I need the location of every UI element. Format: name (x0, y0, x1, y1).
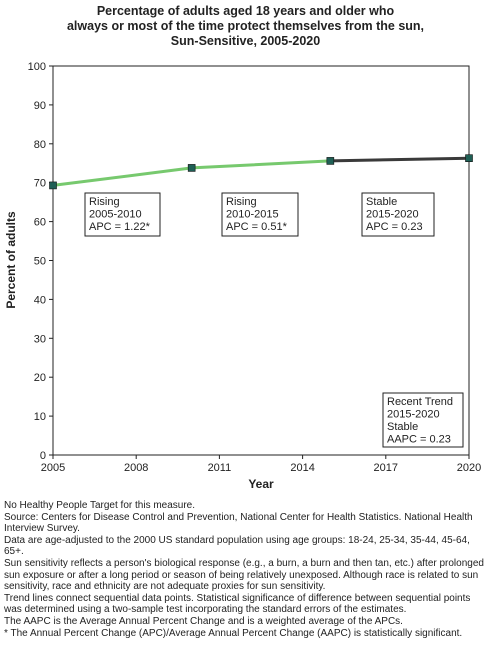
x-axis-title: Year (248, 477, 274, 491)
y-tick-label: 10 (34, 411, 46, 423)
x-tick-label: 2020 (457, 462, 481, 474)
data-point-marker (326, 157, 335, 165)
x-axis: 2005 2008 2011 2014 2017 2020 (41, 455, 481, 474)
footnote-sun-sensitivity: Sun sensitivity reflects a person's biol… (4, 557, 484, 593)
annotation-line: 2015-2020 (387, 409, 440, 421)
annotation-line: Recent Trend (387, 396, 453, 408)
y-axis-title: Percent of adults (4, 211, 18, 309)
x-tick-label: 2017 (374, 462, 398, 474)
annotation-line: APC = 0.51* (226, 221, 288, 233)
annotation-line: APC = 0.23 (366, 221, 423, 233)
y-tick-label: 50 (34, 256, 46, 268)
data-point-marker (465, 154, 473, 162)
y-tick-label: 100 (28, 61, 46, 73)
annotation-line: 2015-2020 (366, 209, 419, 221)
x-tick-label: 2011 (208, 462, 232, 474)
chart-title-line-1: Percentage of adults aged 18 years and o… (96, 4, 395, 18)
x-tick-label: 2008 (124, 462, 148, 474)
annotation-line: AAPC = 0.23 (387, 434, 451, 446)
trend-segment-stable (328, 156, 471, 163)
y-tick-label: 90 (34, 100, 46, 112)
y-tick-label: 70 (34, 178, 46, 190)
footnotes: No Healthy People Target for this measur… (4, 500, 488, 639)
annotation-line: APC = 1.22* (89, 221, 151, 233)
annotation-frame (382, 392, 464, 448)
trend-segment-rising (51, 166, 194, 187)
footnote-age-adjust: Data are age-adjusted to the 2000 US sta… (4, 534, 470, 558)
footnote-significance: * The Annual Percent Change (APC)/Averag… (4, 627, 463, 639)
footnote-target: No Healthy People Target for this measur… (4, 500, 196, 511)
y-tick-label: 20 (34, 372, 46, 384)
annotation-line: Stable (366, 196, 397, 208)
footnote-source: Source: Centers for Disease Control and … (4, 511, 473, 535)
y-axis: 0 10 20 30 40 50 60 70 80 90 100 (28, 61, 53, 462)
data-point-marker (49, 181, 57, 190)
trend-segment-rising (190, 159, 332, 170)
x-tick-label: 2005 (41, 462, 65, 474)
chart-title-line-3: Sun-Sensitive, 2005-2020 (170, 34, 321, 48)
y-tick-label: 0 (40, 450, 46, 462)
chart-title: Percentage of adults aged 18 years and o… (0, 4, 491, 49)
y-tick-label: 80 (34, 139, 46, 151)
annotation-frame (361, 192, 435, 237)
plot-area (52, 65, 470, 456)
y-tick-label: 60 (34, 217, 46, 229)
annotation-line: 2005-2010 (89, 209, 142, 221)
annotation-line: Stable (387, 421, 418, 433)
annotation-line: Rising (226, 196, 257, 208)
annotation-frame (84, 192, 161, 237)
y-tick-label: 30 (34, 333, 46, 345)
footnote-trend-lines: Trend lines connect sequential data poin… (4, 592, 471, 616)
chart-title-line-2: always or most of the time protect thems… (66, 19, 425, 33)
annotation-frame (221, 192, 299, 237)
x-tick-label: 2014 (290, 462, 314, 474)
trend-lines (51, 156, 471, 187)
footnote-aapc: The AAPC is the Average Annual Percent C… (4, 615, 403, 627)
data-point-marker (187, 164, 196, 172)
annotation-line: Rising (89, 196, 120, 208)
data-markers (49, 154, 473, 190)
y-tick-label: 40 (34, 294, 46, 306)
annotation-line: 2010-2015 (226, 209, 279, 221)
